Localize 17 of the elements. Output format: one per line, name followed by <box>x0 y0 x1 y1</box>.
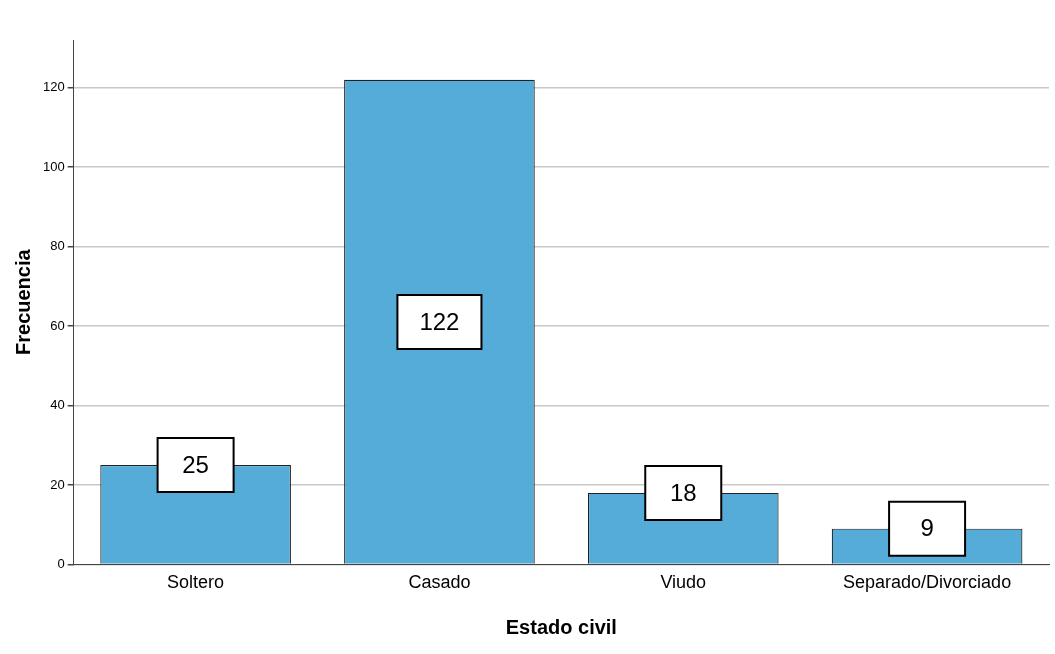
y-tick-label: 120 <box>42 79 65 95</box>
data-label: 18 <box>669 478 697 506</box>
y-axis-title: Frecuencia <box>11 248 34 355</box>
x-tick-label: Soltero <box>167 572 225 593</box>
y-tick-label: 0 <box>57 555 65 571</box>
x-tick-label: Casado <box>408 572 471 593</box>
y-tick-label: 60 <box>50 317 65 333</box>
x-tick-label: Viudo <box>660 572 707 593</box>
data-label: 25 <box>182 450 209 478</box>
y-tick-label: 40 <box>50 397 65 413</box>
x-axis-title: Estado civil <box>505 615 617 638</box>
y-tick-label: 20 <box>50 476 65 492</box>
data-label: 122 <box>419 307 460 335</box>
y-tick-label: 80 <box>50 238 65 254</box>
y-tick-label: 100 <box>42 158 65 174</box>
data-label: 9 <box>920 514 934 542</box>
x-tick-label: Separado/Divorciado <box>843 572 1012 593</box>
